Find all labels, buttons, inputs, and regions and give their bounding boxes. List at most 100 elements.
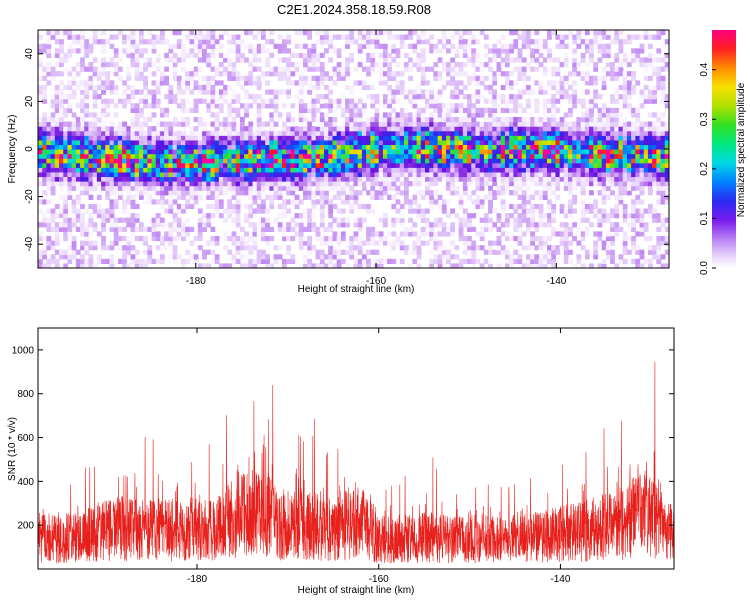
heatmap-cell <box>462 126 468 132</box>
heatmap-cell <box>244 43 249 49</box>
heatmap-cell <box>122 135 127 141</box>
heatmap-cell <box>504 217 510 223</box>
heatmap-cell <box>46 245 52 251</box>
heatmap-cell <box>551 249 557 255</box>
heatmap-cell <box>631 203 636 210</box>
heatmap-cell <box>639 231 645 237</box>
heatmap-cell <box>130 167 136 173</box>
heatmap-cell <box>509 144 514 150</box>
heatmap-cell <box>622 121 628 127</box>
heatmap-cell <box>42 153 48 159</box>
heatmap-cell <box>652 249 657 255</box>
heatmap-cell <box>130 199 136 205</box>
heatmap-cell <box>517 194 523 200</box>
heatmap-cell <box>218 121 224 127</box>
heatmap-cell <box>223 162 228 168</box>
heatmap-cell <box>395 190 401 196</box>
heatmap-cell <box>517 66 523 72</box>
heatmap-cell <box>324 254 329 260</box>
heatmap-cell <box>551 208 557 214</box>
heatmap-cell <box>639 43 645 49</box>
heatmap-cell <box>610 39 615 45</box>
heatmap-cell <box>467 167 472 173</box>
heatmap-cell <box>639 62 645 68</box>
heatmap-cell <box>403 126 409 132</box>
heatmap-cell <box>366 249 371 255</box>
heatmap-cell <box>450 254 456 260</box>
heatmap-cell <box>336 158 342 164</box>
heatmap-cell <box>618 30 624 36</box>
heatmap-cell <box>269 144 275 150</box>
heatmap-cell <box>647 235 653 242</box>
heatmap-cell <box>315 254 321 260</box>
heatmap-cell <box>113 162 119 168</box>
heatmap-cell <box>210 158 216 164</box>
heatmap-cell <box>286 48 291 54</box>
heatmap-cell <box>298 112 304 118</box>
heatmap-cell <box>458 153 464 159</box>
heatmap-cell <box>294 231 300 237</box>
heatmap-cell <box>231 98 237 104</box>
heatmap-cell <box>378 240 384 246</box>
heatmap-cell <box>610 121 615 127</box>
heatmap-cell <box>159 149 165 155</box>
heatmap-cell <box>458 139 464 146</box>
heatmap-cell <box>534 153 540 159</box>
heatmap-cell <box>643 84 649 91</box>
heatmap-cell <box>332 116 338 123</box>
heatmap-cell <box>647 245 653 251</box>
heatmap-cell <box>622 263 628 268</box>
heatmap-cell <box>269 194 275 200</box>
heatmap-cell <box>479 135 485 141</box>
heatmap-cell <box>138 75 144 81</box>
heatmap-cell <box>176 203 182 210</box>
heatmap-cell <box>336 71 342 77</box>
heatmap-cell <box>290 258 296 265</box>
heatmap-cell <box>462 158 468 164</box>
heatmap-cell <box>521 75 527 81</box>
heatmap-cell <box>319 249 325 255</box>
heatmap-cell <box>618 135 624 141</box>
heatmap-cell <box>134 62 140 68</box>
heatmap-cell <box>202 263 207 268</box>
heatmap-cell <box>286 126 291 132</box>
heatmap-cell <box>626 71 632 77</box>
heatmap-cell <box>269 203 275 210</box>
heatmap-cell <box>378 66 384 72</box>
heatmap-cell <box>462 71 468 77</box>
heatmap-cell <box>42 181 48 187</box>
heatmap-cell <box>387 176 392 182</box>
heatmap-cell <box>521 158 527 164</box>
heatmap-cell <box>425 153 430 159</box>
heatmap-cell <box>168 181 174 187</box>
heatmap-cell <box>290 144 296 150</box>
heatmap-cell <box>345 194 350 200</box>
heatmap-cell <box>134 217 140 223</box>
heatmap-cell <box>75 71 81 77</box>
heatmap-cell <box>189 158 195 164</box>
heatmap-cell <box>525 75 531 81</box>
heatmap-cell <box>210 235 216 242</box>
heatmap-cell <box>366 94 371 100</box>
heatmap-cell <box>256 84 262 91</box>
heatmap-cell <box>185 121 191 127</box>
heatmap-cell <box>500 245 506 251</box>
heatmap-cell <box>122 249 127 255</box>
heatmap-cell <box>525 121 531 127</box>
heatmap-cell <box>547 167 552 173</box>
heatmap-cell <box>441 222 447 228</box>
heatmap-cell <box>589 139 594 146</box>
heatmap-cell <box>437 89 443 95</box>
heatmap-cell <box>610 62 615 68</box>
heatmap-cell <box>164 121 170 127</box>
heatmap-cell <box>597 162 603 168</box>
heatmap-cell <box>610 222 615 228</box>
heatmap-cell <box>572 98 578 104</box>
heatmap-cell <box>286 34 291 40</box>
heatmap-cell <box>324 162 329 168</box>
heatmap-cell <box>652 34 657 40</box>
heatmap-cell <box>370 240 376 246</box>
heatmap-cell <box>130 84 136 91</box>
heatmap-cell <box>605 52 611 59</box>
heatmap-cell <box>155 235 161 242</box>
